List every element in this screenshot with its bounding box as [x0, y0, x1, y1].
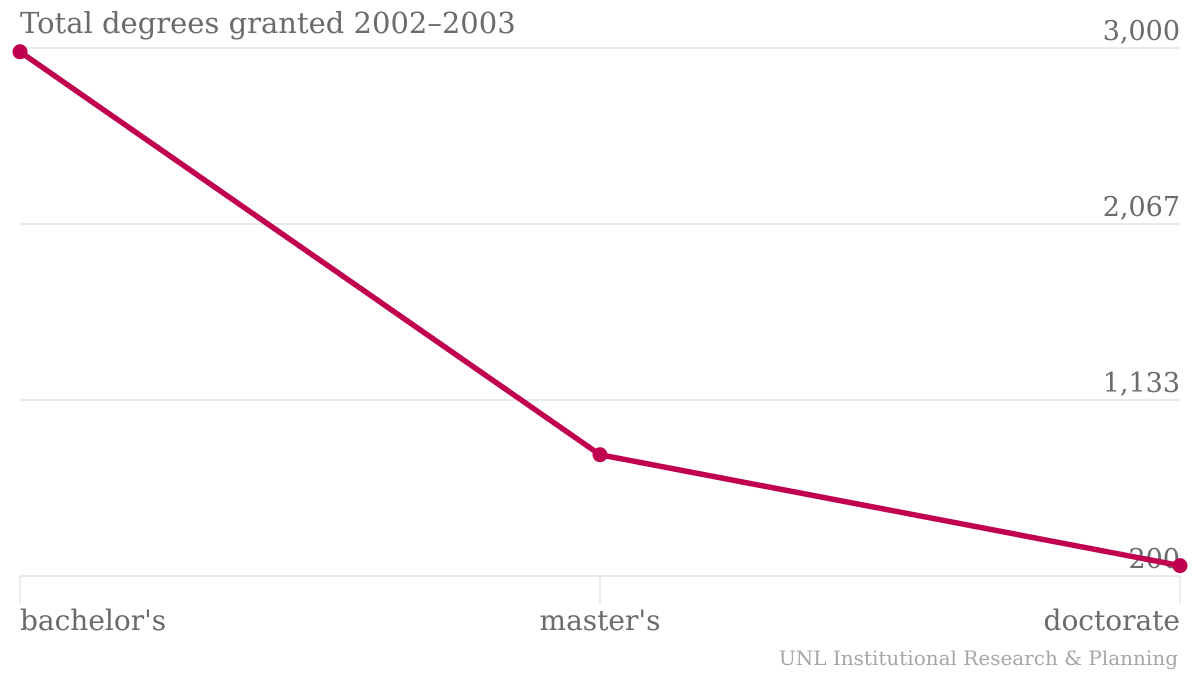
x-category-label: doctorate — [1044, 604, 1180, 637]
x-category-label: master's — [540, 604, 661, 637]
data-point — [12, 44, 28, 60]
y-tick-label: 3,000 — [1103, 16, 1180, 47]
chart-title: Total degrees granted 2002–2003 — [20, 6, 516, 40]
grid-layer — [20, 47, 1180, 577]
y-tick-label: 1,133 — [1103, 368, 1180, 399]
data-point — [1172, 558, 1188, 574]
series-layer — [12, 44, 1188, 574]
series-line — [17, 49, 1183, 569]
chart-source: UNL Institutional Research & Planning — [778, 646, 1178, 670]
x-category-label: bachelor's — [20, 604, 166, 637]
category-label-layer: bachelor's master's doctorate — [20, 604, 1180, 637]
x-tick-layer — [19, 576, 1181, 604]
data-point — [592, 447, 608, 463]
y-tick-label: 2,067 — [1103, 192, 1180, 223]
